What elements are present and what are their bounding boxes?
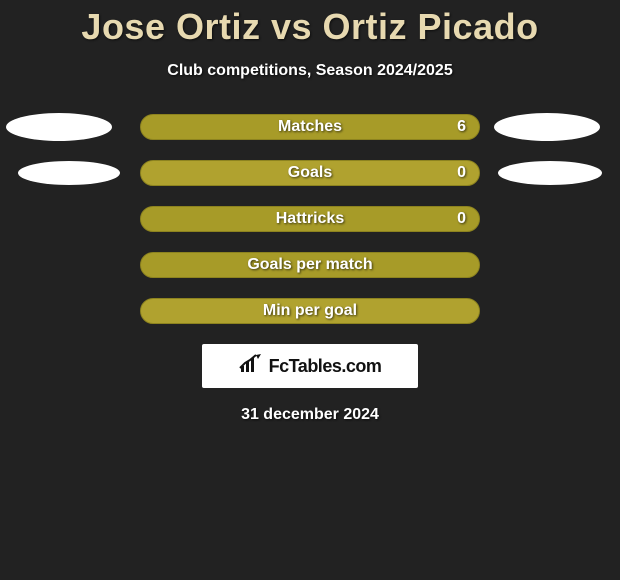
stat-row-goals: Goals 0	[0, 160, 620, 188]
player-right-marker	[498, 161, 602, 185]
stat-bar	[140, 252, 480, 278]
stats-container: Matches 6 Goals 0 Hattricks 0 Goals per …	[0, 114, 620, 326]
stat-value: 6	[457, 114, 466, 140]
page-title: Jose Ortiz vs Ortiz Picado	[0, 0, 620, 48]
player-left-marker	[6, 113, 112, 141]
stat-row-matches: Matches 6	[0, 114, 620, 142]
stat-bar	[140, 206, 480, 232]
stat-row-hattricks: Hattricks 0	[0, 206, 620, 234]
stat-value: 0	[457, 206, 466, 232]
player-right-marker	[494, 113, 600, 141]
subtitle: Club competitions, Season 2024/2025	[0, 62, 620, 80]
stat-value: 0	[457, 160, 466, 186]
stat-bar	[140, 298, 480, 324]
stat-bar	[140, 160, 480, 186]
stat-row-min-per-goal: Min per goal	[0, 298, 620, 326]
player-left-marker	[18, 161, 120, 185]
fctables-logo[interactable]: FcTables.com	[202, 344, 418, 388]
stat-bar	[140, 114, 480, 140]
fctables-chart-icon	[239, 354, 265, 379]
snapshot-date: 31 december 2024	[0, 406, 620, 424]
fctables-logo-text: FcTables.com	[269, 356, 382, 377]
stat-row-goals-per-match: Goals per match	[0, 252, 620, 280]
